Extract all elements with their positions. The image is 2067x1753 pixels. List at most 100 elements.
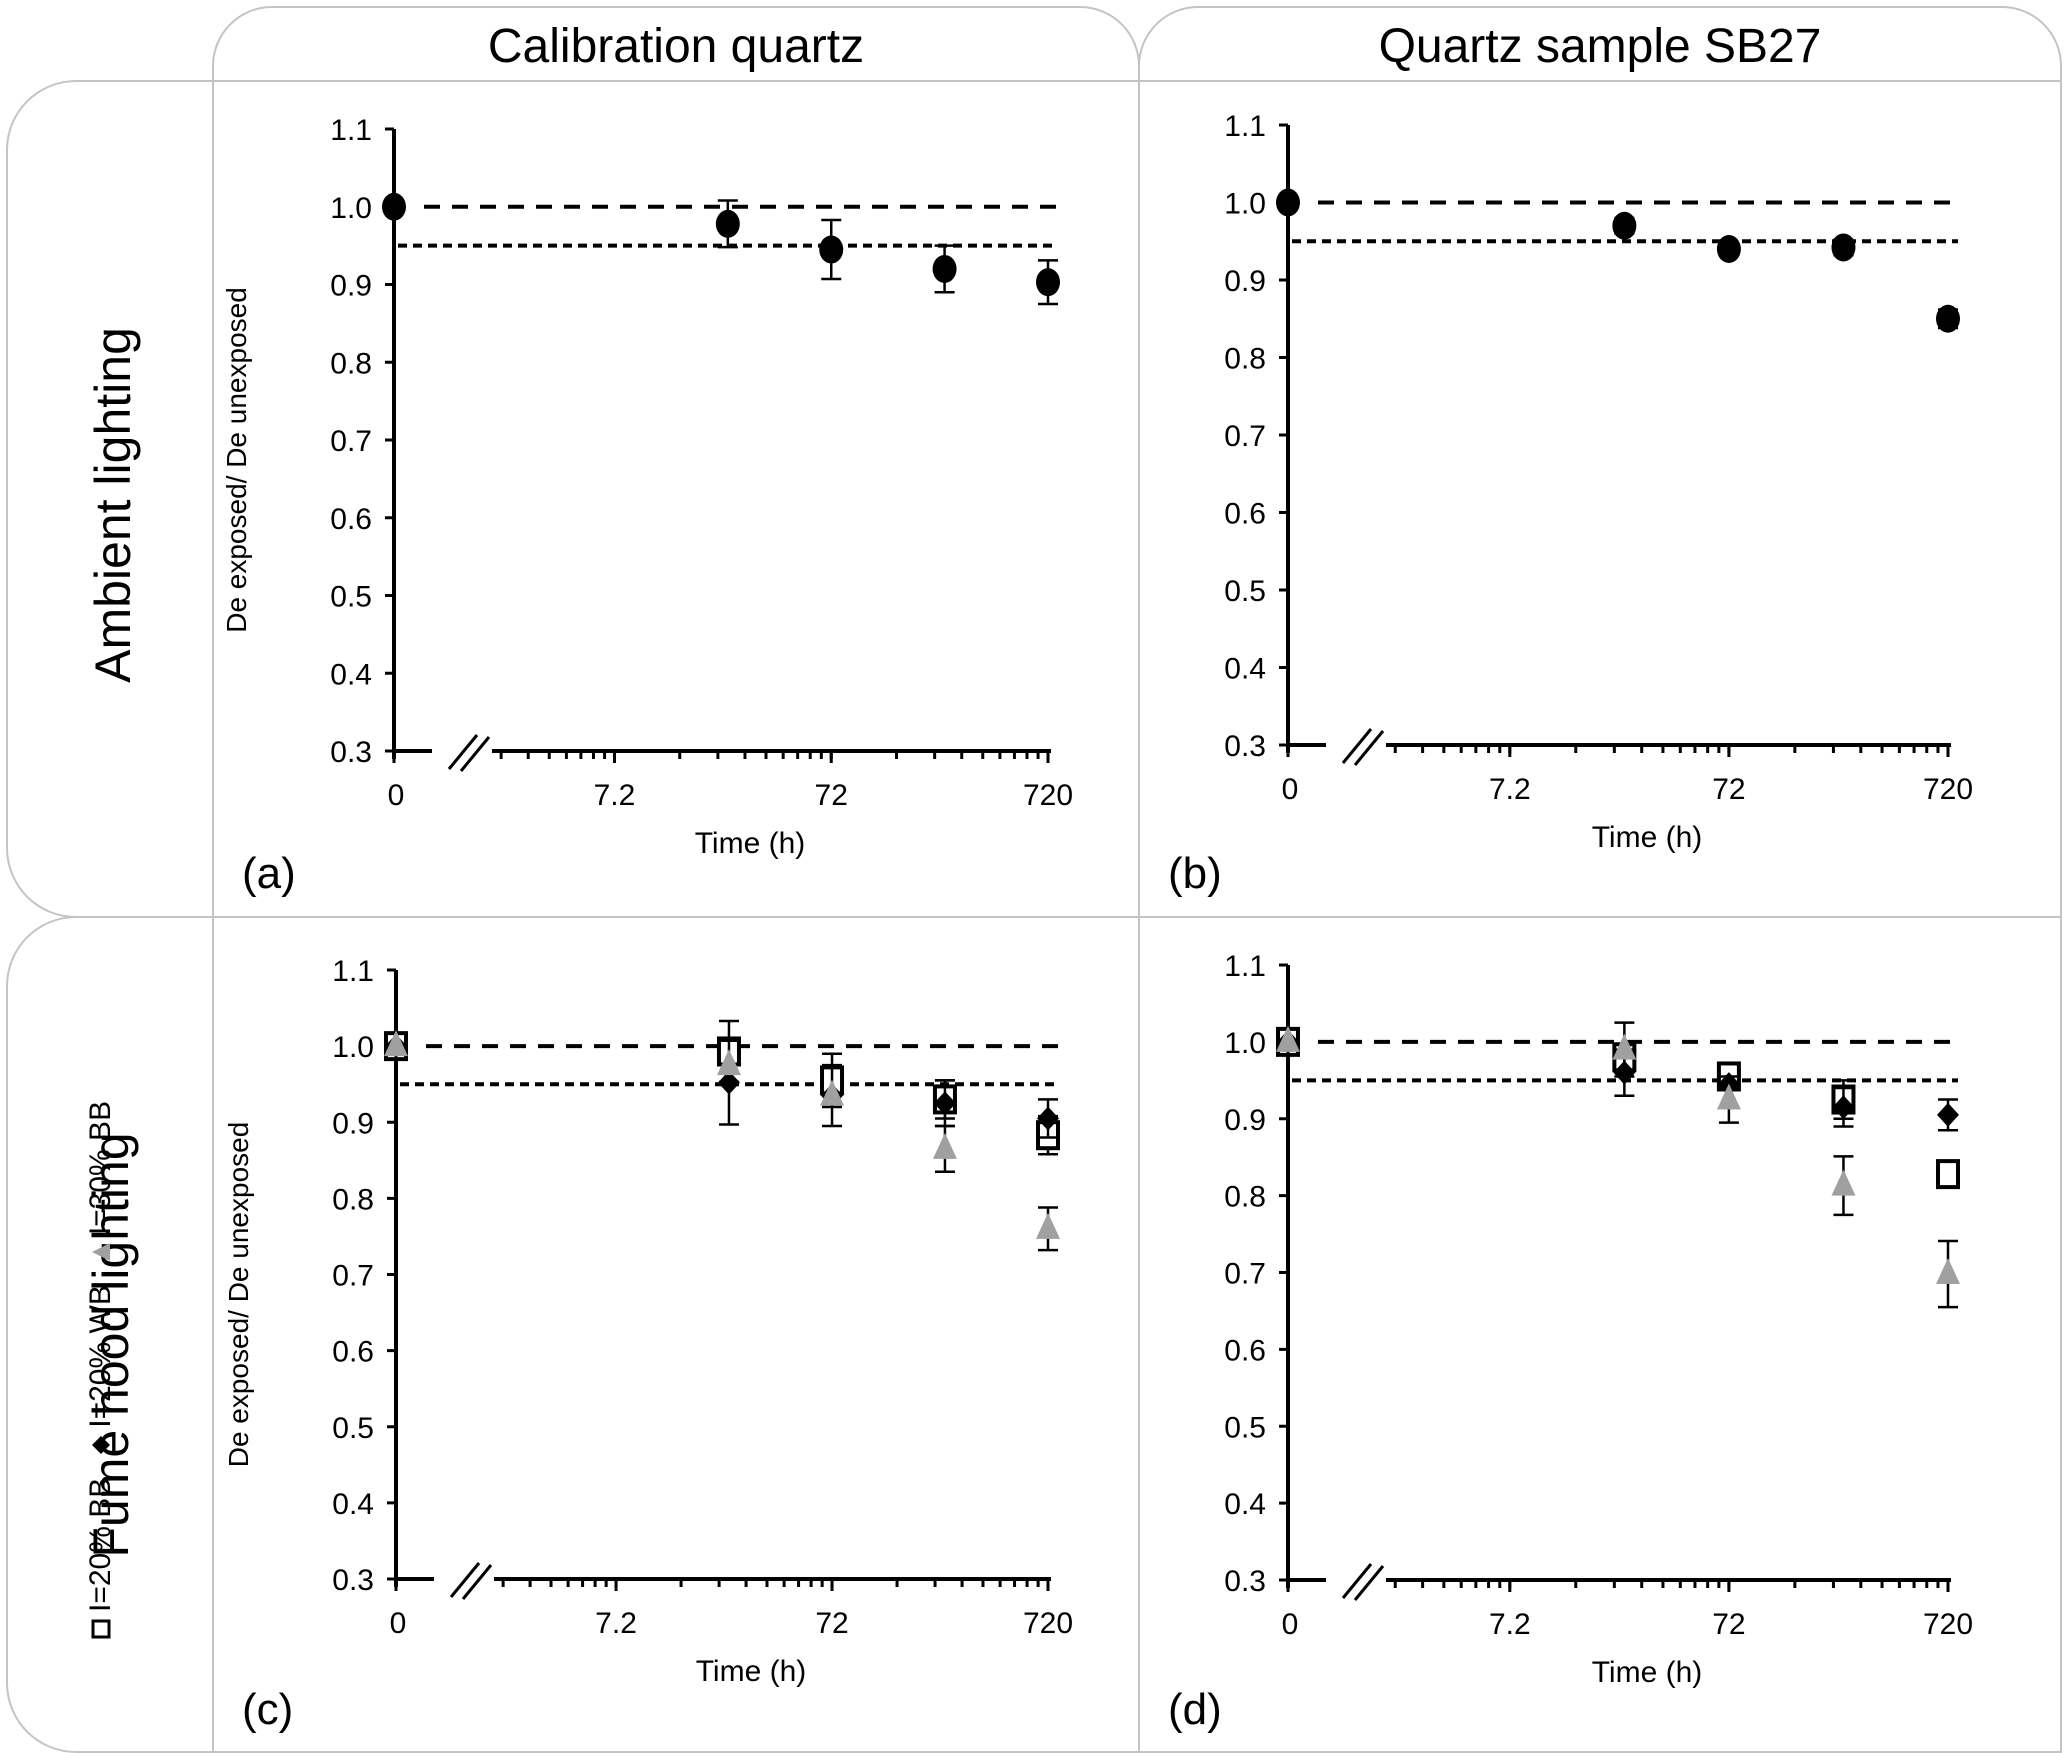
data-point-circle — [715, 209, 740, 238]
legend-item: I=20% BB — [84, 1478, 118, 1640]
data-point-triangle — [384, 1030, 408, 1057]
x-tick-label: 720 — [1923, 1608, 1973, 1641]
y-tick-label: 0.9 — [332, 1107, 374, 1140]
data-point-triangle — [932, 1132, 957, 1159]
y-tick-label: 1.1 — [1224, 110, 1266, 143]
x-axis-label: Time (h) — [695, 827, 806, 860]
data-point-diamond — [1832, 1095, 1855, 1120]
data-point-triangle — [1276, 1025, 1300, 1052]
data-point-triangle — [1716, 1083, 1741, 1110]
data-point-triangle — [820, 1079, 845, 1106]
panel-label: (c) — [242, 1685, 293, 1734]
column-header-label: Quartz sample SB27 — [1378, 19, 1822, 73]
column-header-calibration-quartz: Calibration quartz — [212, 6, 1140, 84]
column-header-sb27: Quartz sample SB27 — [1138, 6, 2062, 84]
x-tick-label: 0 — [390, 1607, 407, 1640]
data-point-circle — [1612, 211, 1637, 240]
row-header-label: Ambient lighting — [85, 327, 141, 683]
x-tick-label: 72 — [1712, 773, 1745, 806]
legend: I=20% BB I=20% WB I=30% BB — [84, 1030, 118, 1640]
y-tick-label: 1.0 — [1224, 1027, 1266, 1060]
axis-break-mark — [461, 1564, 493, 1600]
y-tick-label: 1.1 — [1224, 950, 1266, 983]
panel-label: (b) — [1168, 849, 1222, 898]
data-point-circle — [1036, 268, 1060, 297]
y-axis-label: De exposed/ De unexposed — [223, 1122, 254, 1468]
x-tick-label: 7.2 — [1489, 1608, 1531, 1641]
axis-break-mark — [459, 736, 491, 772]
data-point-triangle — [1831, 1169, 1856, 1196]
y-tick-label: 0.4 — [1224, 653, 1266, 686]
y-tick-label: 0.6 — [330, 503, 372, 536]
chart-panel-d: 0.3 0.4 0.5 0.6 0.7 0.8 0.9 1.0 1.1 0 7.2 72 720 Time… — [1168, 950, 1973, 1734]
panel-label: (a) — [242, 849, 296, 898]
y-tick-label: 0.8 — [1224, 343, 1266, 376]
open-square-icon — [91, 1619, 111, 1639]
data-point-circle — [1276, 188, 1300, 217]
data-point-diamond — [1937, 1102, 1959, 1127]
y-tick-label: 0.6 — [1224, 1334, 1266, 1367]
chart-panel-b: 0.3 0.4 0.5 0.6 0.7 0.8 0.9 1.0 1.1 0 7.2 72 720 Time… — [1168, 110, 1973, 898]
legend-label: I=20% WB — [84, 1285, 117, 1428]
x-tick-label: 0 — [1282, 1608, 1299, 1641]
data-point-circle — [1716, 235, 1741, 263]
row-header-ambient: Ambient lighting — [6, 80, 212, 918]
x-tick-label: 0 — [388, 779, 405, 812]
panel-label: (d) — [1168, 1685, 1222, 1734]
data-point-triangle — [1036, 1212, 1060, 1239]
y-tick-label: 0.8 — [330, 347, 372, 380]
y-tick-label: 0.7 — [330, 425, 372, 458]
x-axis-label: Time (h) — [696, 1655, 807, 1688]
y-tick-label: 0.4 — [332, 1488, 374, 1521]
y-tick-label: 1.0 — [332, 1031, 374, 1064]
y-tick-label: 0.7 — [1224, 1258, 1266, 1291]
row-header-fume-hood: Fume hood lighting I=20% BB I=20% WB I=3… — [6, 916, 212, 1753]
data-point-triangle — [716, 1049, 741, 1076]
axis-break-mark — [1353, 1565, 1385, 1601]
y-tick-label: 1.1 — [332, 955, 374, 988]
data-point-diamond — [1037, 1106, 1059, 1131]
y-tick-label: 0.9 — [1224, 1104, 1266, 1137]
x-tick-label: 72 — [815, 1607, 848, 1640]
x-tick-label: 720 — [1923, 773, 1973, 806]
chart-panel-a: 0.3 0.4 0.5 0.6 0.7 0.8 0.9 1.0 1.1 0 7.2 72 720 Time… — [221, 114, 1073, 898]
data-point-diamond — [933, 1091, 956, 1116]
axis-break-mark — [1353, 730, 1385, 766]
data-point-circle — [1831, 233, 1856, 262]
y-tick-label: 0.3 — [1224, 1565, 1266, 1598]
y-tick-label: 0.4 — [1224, 1488, 1266, 1521]
data-point-triangle — [1612, 1033, 1637, 1060]
panel-frame-c — [212, 916, 1138, 1753]
y-tick-label: 0.3 — [332, 1564, 374, 1597]
data-point-circle — [382, 192, 406, 221]
legend-item: I=20% WB — [84, 1285, 118, 1456]
y-tick-label: 0.9 — [330, 270, 372, 303]
y-tick-label: 0.8 — [1224, 1181, 1266, 1214]
x-axis-label: Time (h) — [1592, 1656, 1703, 1689]
y-tick-label: 0.9 — [1224, 265, 1266, 298]
x-tick-label: 7.2 — [1489, 773, 1531, 806]
x-tick-label: 72 — [815, 779, 848, 812]
x-tick-label: 72 — [1712, 1608, 1745, 1641]
y-tick-label: 0.5 — [330, 581, 372, 614]
axis-break-mark — [1341, 728, 1373, 764]
y-tick-label: 0.5 — [1224, 1411, 1266, 1444]
data-point-circle — [1936, 304, 1960, 333]
axis-break-mark — [447, 734, 479, 770]
x-axis-label: Time (h) — [1592, 821, 1703, 854]
y-tick-label: 0.6 — [1224, 498, 1266, 531]
axis-break-mark — [1341, 1563, 1373, 1599]
y-tick-label: 0.7 — [332, 1260, 374, 1293]
data-point-circle — [932, 254, 957, 283]
y-axis-label: De exposed/ De unexposed — [221, 287, 252, 633]
x-tick-label: 720 — [1023, 779, 1073, 812]
panel-frame-d — [1138, 916, 2062, 1753]
y-tick-label: 1.0 — [1224, 188, 1266, 221]
y-tick-label: 0.3 — [330, 736, 372, 769]
column-header-label: Calibration quartz — [487, 19, 865, 73]
data-point-triangle — [1936, 1258, 1960, 1285]
data-point-circle — [819, 235, 844, 264]
y-tick-label: 0.5 — [1224, 575, 1266, 608]
y-tick-label: 1.0 — [330, 192, 372, 225]
y-tick-label: 0.6 — [332, 1336, 374, 1369]
